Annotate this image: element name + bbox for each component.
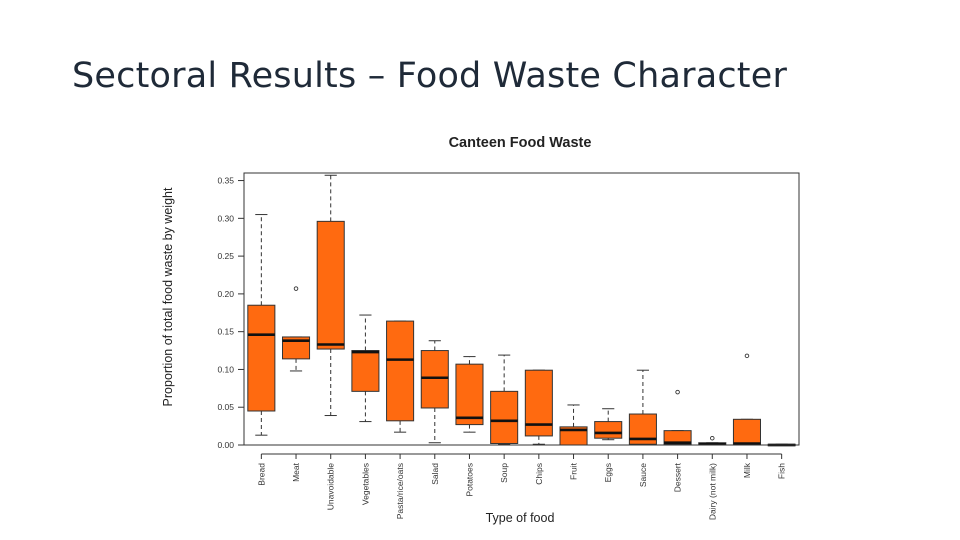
x-tick-label: Dessert xyxy=(673,462,683,492)
box-potatoes xyxy=(455,356,484,433)
plot-frame xyxy=(243,172,800,446)
box-iqr xyxy=(351,350,380,392)
x-tick-label: Milk xyxy=(742,462,752,478)
box-bread xyxy=(247,214,276,436)
box-iqr xyxy=(247,304,276,412)
box-plot-chart: Canteen Food Waste Proportion of total f… xyxy=(161,135,800,525)
y-tick-label: 0.05 xyxy=(217,402,234,412)
y-tick-label: 0.25 xyxy=(217,251,234,261)
x-tick-label: Eggs xyxy=(603,463,613,482)
box-meat xyxy=(282,286,311,372)
box-iqr xyxy=(386,320,415,422)
x-tick-label: Sauce xyxy=(638,463,648,487)
x-tick-label: Fruit xyxy=(569,462,579,480)
box-fruit xyxy=(559,404,588,446)
x-tick-label: Unavoidable xyxy=(326,463,336,511)
box-iqr xyxy=(490,390,519,444)
box-chips xyxy=(524,369,553,445)
x-tick-label: Soup xyxy=(499,463,509,483)
slide-title: Sectoral Results – Food Waste Character xyxy=(72,56,788,96)
x-tick-label: Salad xyxy=(430,463,440,485)
box-salad xyxy=(420,340,449,444)
box-iqr xyxy=(420,350,449,409)
outlier-point xyxy=(293,286,299,291)
x-tick-label: Vegetables xyxy=(360,463,370,505)
box-iqr xyxy=(455,363,484,426)
x-tick-label: Fish xyxy=(777,463,787,479)
box-milk xyxy=(732,353,761,446)
box-soup xyxy=(490,354,519,445)
box-eggs xyxy=(594,408,623,441)
box-dairy-not-milk- xyxy=(698,435,727,446)
x-tick-label: Dairy (not milk) xyxy=(707,463,717,520)
box-iqr xyxy=(282,336,311,360)
box-iqr xyxy=(594,421,623,439)
y-tick-label: 0.35 xyxy=(217,176,234,186)
box-pasta-rice-oats xyxy=(386,320,415,433)
box-sauce xyxy=(628,369,657,446)
outlier-point xyxy=(710,435,715,441)
y-tick-label: 0.30 xyxy=(217,213,234,223)
x-tick-label: Potatoes xyxy=(464,463,474,497)
x-tick-label: Meat xyxy=(291,462,301,482)
box-iqr xyxy=(732,418,761,446)
box-iqr xyxy=(663,430,692,445)
box-vegetables xyxy=(351,314,380,423)
chart-title: Canteen Food Waste xyxy=(449,135,592,151)
x-tick-label: Chips xyxy=(534,463,544,485)
y-tick-label: 0.10 xyxy=(217,364,234,374)
box-iqr xyxy=(524,369,553,437)
y-tick-label: 0.15 xyxy=(217,327,234,337)
box-dessert xyxy=(663,389,692,446)
y-axis-label: Proportion of total food waste by weight xyxy=(161,187,175,406)
y-tick-label: 0.00 xyxy=(217,440,234,450)
outlier-point xyxy=(675,389,680,395)
box-unavoidable xyxy=(316,174,345,417)
x-axis-label: Type of food xyxy=(486,511,555,525)
y-tick-label: 0.20 xyxy=(217,289,234,299)
x-tick-label: Bread xyxy=(256,463,266,486)
x-tick-label: Pasta/rice/oats xyxy=(395,463,405,519)
outlier-point xyxy=(744,353,750,359)
box-iqr xyxy=(316,220,345,350)
